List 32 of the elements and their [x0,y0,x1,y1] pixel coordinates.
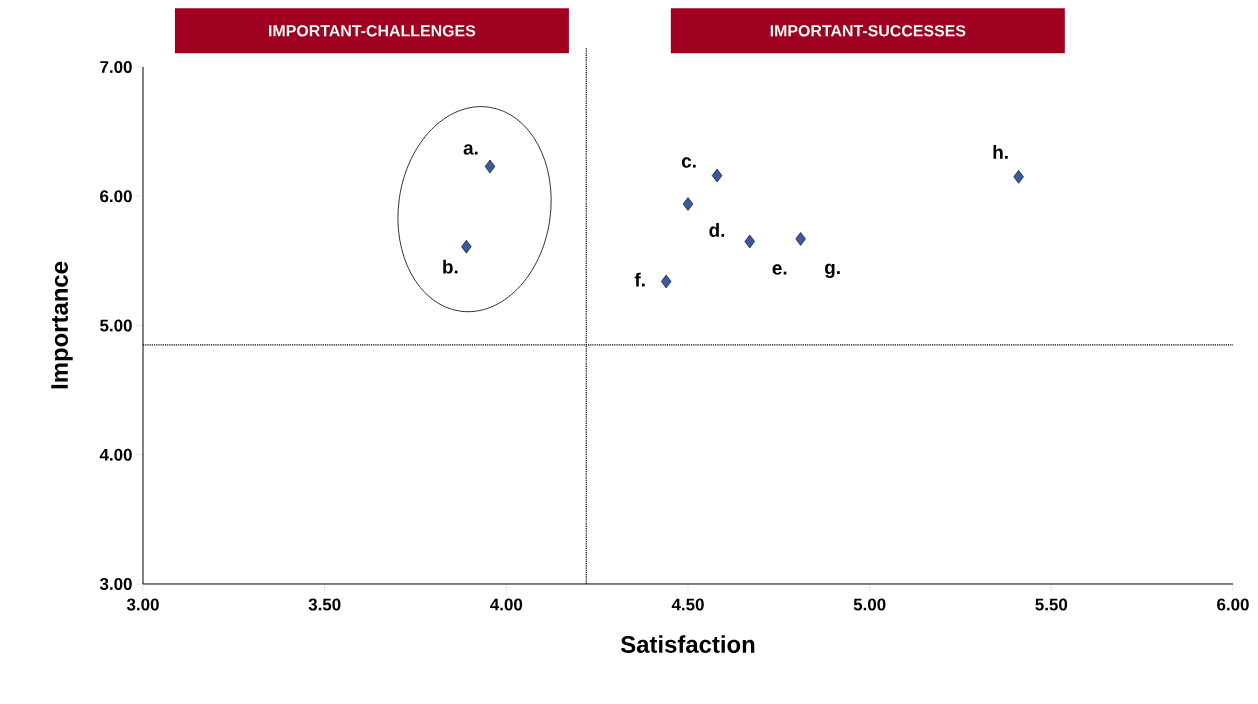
point [711,168,723,183]
y-tick-label: 6.00 [100,190,132,203]
annotation: c. [681,157,696,168]
x-tick-label: 3.00 [126,598,159,611]
x-tick-label: 4.50 [671,598,704,611]
annotation: f. [634,272,645,287]
annotation: b. [443,259,458,274]
y-tick-label: 3.00 [99,577,132,590]
point [744,234,755,249]
y-tick-label: 4.00 [99,448,132,461]
x-tick-label: 3.50 [308,598,341,611]
annotation: a. [463,144,478,155]
point [1013,170,1024,184]
annotation: d. [709,223,725,237]
y-tick-label: 7.00 [100,60,132,73]
x-tick-label: 4.00 [490,598,523,611]
point [484,159,496,174]
annotation: g. [825,263,840,278]
text: IMPORTANT-CHALLENGES [269,25,476,37]
x-tick-label: 6.00 [1217,598,1249,611]
x-tick-label: 5.50 [1035,598,1068,611]
annotation: e. [772,264,787,275]
text: IMPORTANT-SUCCESSES [770,25,966,37]
point [461,239,472,254]
point [682,197,694,211]
point [795,232,806,246]
x-tick-label: 5.00 [853,598,886,611]
point [661,274,672,289]
annotation: h. [993,144,1008,159]
y-axis-title: Importance [51,261,73,389]
y-tick-label: 5.00 [100,319,132,332]
x-axis-title: Satisfaction [620,635,755,653]
